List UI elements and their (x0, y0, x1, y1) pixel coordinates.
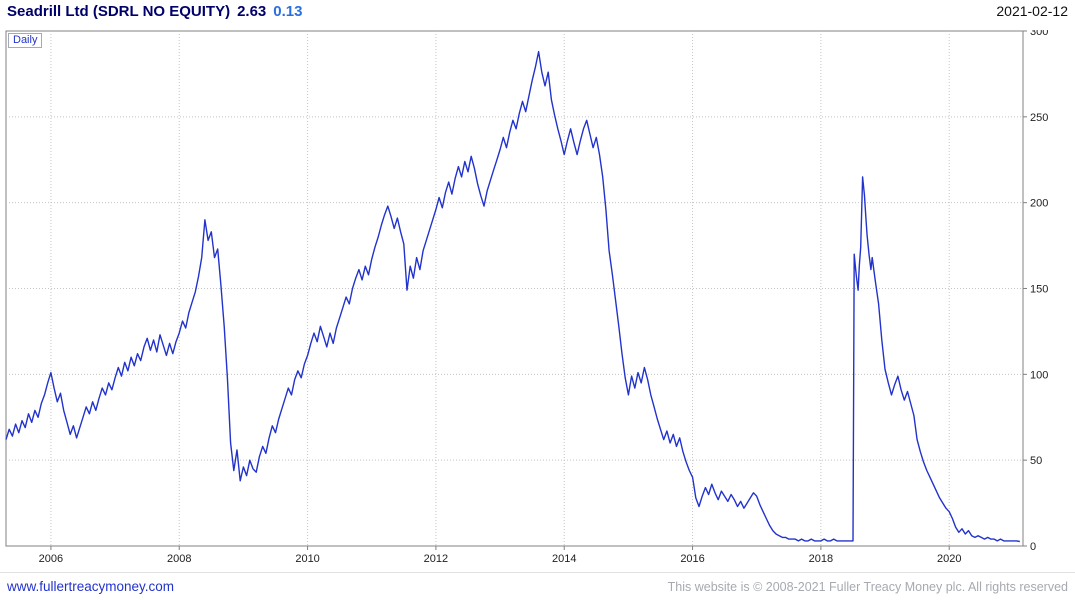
copyright-text: This website is © 2008-2021 Fuller Treac… (667, 580, 1068, 594)
x-axis-label: 2016 (680, 553, 704, 565)
last-price: 2.63 (237, 3, 267, 20)
x-axis-label: 2018 (809, 553, 833, 565)
y-axis-label: 300 (1030, 30, 1048, 38)
page-footer: www.fullertreacymoney.com This website i… (0, 572, 1075, 600)
y-axis-label: 50 (1030, 455, 1042, 467)
x-axis-label: 2012 (424, 553, 448, 565)
interval-label: Daily (8, 33, 43, 48)
price-line (5, 50, 1020, 543)
chart-date: 2021-02-12 (996, 3, 1068, 19)
y-axis-label: 150 (1030, 284, 1048, 296)
y-axis-label: 100 (1030, 369, 1048, 381)
price-chart-svg[interactable]: 0 50 100 150 200 250 300 2006 2008 2010 2012 2014 20… (0, 30, 1075, 570)
price-change: 0.13 (273, 3, 303, 20)
x-axis-label: 2020 (937, 553, 961, 565)
instrument-title: Seadrill Ltd (SDRL NO EQUITY) (7, 3, 231, 20)
y-axis-label: 250 (1030, 112, 1048, 124)
x-axis-label: 2008 (167, 553, 191, 565)
x-axis-label: 2014 (552, 553, 576, 565)
y-axis-label: 0 (1030, 541, 1036, 553)
y-axis-label: 200 (1030, 198, 1048, 210)
site-link[interactable]: www.fullertreacymoney.com (7, 579, 175, 594)
x-axis-label: 2006 (39, 553, 63, 565)
x-axis-label: 2010 (295, 553, 319, 565)
instrument-title-group: Seadrill Ltd (SDRL NO EQUITY) 2.63 0.13 (7, 3, 302, 20)
chart-header: Seadrill Ltd (SDRL NO EQUITY) 2.63 0.13 20… (7, 3, 1068, 20)
